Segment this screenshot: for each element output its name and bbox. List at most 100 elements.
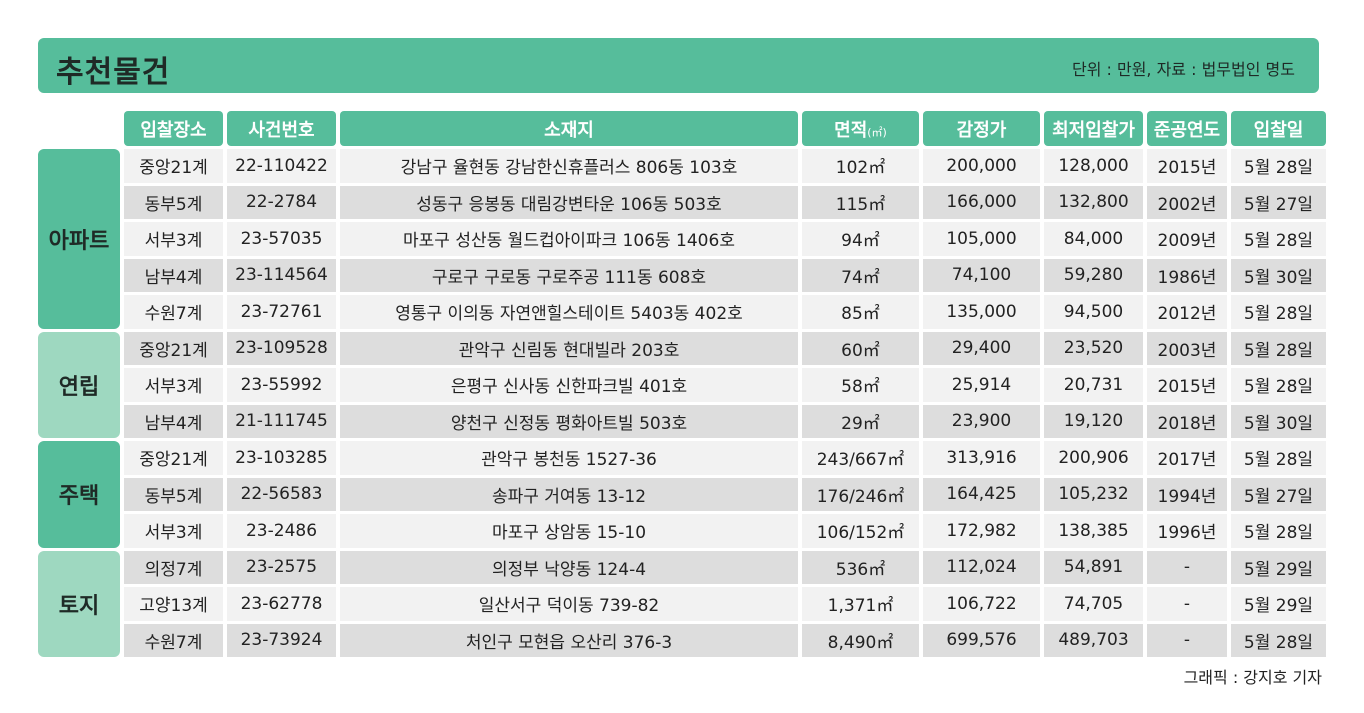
col-header-area-label: 면적	[834, 119, 868, 141]
header-row: 입찰장소 사건번호 소재지 면적(㎡) 감정가 최저입찰가 준공연도 입찰일	[38, 111, 1326, 146]
category-label: 토지	[38, 550, 120, 657]
cell-year: -	[1147, 550, 1227, 584]
cell-area: 8,490㎡	[802, 623, 919, 657]
cell-bid-date: 5월 30일	[1231, 258, 1326, 292]
cell-appraisal: 23,900	[923, 404, 1040, 438]
col-header-area: 면적(㎡)	[802, 111, 919, 146]
category-label: 연립	[38, 331, 120, 438]
cell-year: 2015년	[1147, 149, 1227, 183]
cell-year: -	[1147, 623, 1227, 657]
cell-address: 처인구 모현읍 오산리 376-3	[340, 623, 798, 657]
cell-year: 2015년	[1147, 368, 1227, 402]
table-row: 토지 의정7계 23-2575 의정부 낙양동 124-4 536㎡ 112,024 54,…	[38, 550, 1326, 657]
cell-area: 536㎡	[802, 550, 919, 584]
cell-case: 23-72761	[227, 295, 336, 329]
cell-case: 21-111745	[227, 404, 336, 438]
cell-case: 22-110422	[227, 149, 336, 183]
cell-min-bid: 23,520	[1044, 331, 1143, 365]
cell-year: 1996년	[1147, 514, 1227, 548]
table-row: 연립 중앙21계 23-109528 관악구 신림동 현대빌라 203호 60㎡ 29,4…	[38, 331, 1326, 438]
cell-bid-date: 5월 28일	[1231, 623, 1326, 657]
table-row: 남부4계 23-114564 구로구 구로동 구로주공 111동 608호 74㎡ 74…	[38, 258, 1326, 292]
title-bar: 추천물건 단위 : 만원, 자료 : 법무법인 명도	[38, 38, 1319, 93]
cell-place: 서부3계	[124, 514, 223, 548]
cell-address: 마포구 상암동 15-10	[340, 514, 798, 548]
cell-place: 수원7계	[124, 295, 223, 329]
cell-year: 1994년	[1147, 477, 1227, 511]
cell-address: 구로구 구로동 구로주공 111동 608호	[340, 258, 798, 292]
cell-appraisal: 105,000	[923, 222, 1040, 256]
cell-area: 60㎡	[802, 331, 919, 365]
cell-year: 2009년	[1147, 222, 1227, 256]
cell-address: 은평구 신사동 신한파크빌 401호	[340, 368, 798, 402]
cell-area: 29㎡	[802, 404, 919, 438]
category-label: 아파트	[38, 149, 120, 329]
col-header-case: 사건번호	[227, 111, 336, 146]
cell-min-bid: 74,705	[1044, 587, 1143, 621]
cell-bid-date: 5월 28일	[1231, 222, 1326, 256]
cell-bid-date: 5월 28일	[1231, 149, 1326, 183]
cell-year: 2002년	[1147, 185, 1227, 219]
table-row: 서부3계 23-55992 은평구 신사동 신한파크빌 401호 58㎡ 25,914 2…	[38, 368, 1326, 402]
header-blank	[38, 111, 120, 146]
cell-case: 23-103285	[227, 441, 336, 475]
cell-area: 94㎡	[802, 222, 919, 256]
cell-place: 의정7계	[124, 550, 223, 584]
cell-year: 2017년	[1147, 441, 1227, 475]
table-row: 서부3계 23-57035 마포구 성산동 월드컵아이파크 106동 1406호 94…	[38, 222, 1326, 256]
cell-min-bid: 489,703	[1044, 623, 1143, 657]
cell-appraisal: 25,914	[923, 368, 1040, 402]
cell-bid-date: 5월 28일	[1231, 295, 1326, 329]
table-row: 동부5계 22-2784 성동구 응봉동 대림강변타운 106동 503호 115㎡ 1…	[38, 185, 1326, 219]
cell-place: 고양13계	[124, 587, 223, 621]
auction-table: 입찰장소 사건번호 소재지 면적(㎡) 감정가 최저입찰가 준공연도 입찰일 아…	[34, 108, 1330, 660]
cell-bid-date: 5월 27일	[1231, 477, 1326, 511]
cell-appraisal: 74,100	[923, 258, 1040, 292]
cell-area: 106/152㎡	[802, 514, 919, 548]
cell-address: 영통구 이의동 자연앤힐스테이트 5403동 402호	[340, 295, 798, 329]
cell-address: 양천구 신정동 평화아트빌 503호	[340, 404, 798, 438]
table-row: 남부4계 21-111745 양천구 신정동 평화아트빌 503호 29㎡ 23,900…	[38, 404, 1326, 438]
table-row: 수원7계 23-73924 처인구 모현읍 오산리 376-3 8,490㎡ 699,5…	[38, 623, 1326, 657]
cell-place: 수원7계	[124, 623, 223, 657]
cell-case: 23-73924	[227, 623, 336, 657]
cell-min-bid: 94,500	[1044, 295, 1143, 329]
cell-address: 관악구 신림동 현대빌라 203호	[340, 331, 798, 365]
cell-appraisal: 313,916	[923, 441, 1040, 475]
cell-case: 23-62778	[227, 587, 336, 621]
cell-place: 동부5계	[124, 477, 223, 511]
table-row: 아파트 중앙21계 22-110422 강남구 율현동 강남한신휴플러스 806동 1…	[38, 149, 1326, 329]
table-row: 주택 중앙21계 23-103285 관악구 봉천동 1527-36 243/667㎡ 3…	[38, 441, 1326, 548]
cell-appraisal: 164,425	[923, 477, 1040, 511]
source-note: 단위 : 만원, 자료 : 법무법인 명도	[1071, 60, 1295, 79]
cell-min-bid: 138,385	[1044, 514, 1143, 548]
cell-year: 1986년	[1147, 258, 1227, 292]
cell-min-bid: 84,000	[1044, 222, 1143, 256]
cell-address: 강남구 율현동 강남한신휴플러스 806동 103호	[340, 149, 798, 183]
cell-area: 58㎡	[802, 368, 919, 402]
cell-bid-date: 5월 28일	[1231, 441, 1326, 475]
col-header-year: 준공연도	[1147, 111, 1227, 146]
cell-year: 2003년	[1147, 331, 1227, 365]
cell-appraisal: 172,982	[923, 514, 1040, 548]
col-header-min-bid: 최저입찰가	[1044, 111, 1143, 146]
cell-bid-date: 5월 29일	[1231, 587, 1326, 621]
cell-case: 23-57035	[227, 222, 336, 256]
cell-bid-date: 5월 28일	[1231, 331, 1326, 365]
cell-place: 동부5계	[124, 185, 223, 219]
cell-case: 23-109528	[227, 331, 336, 365]
cell-place: 서부3계	[124, 222, 223, 256]
cell-address: 관악구 봉천동 1527-36	[340, 441, 798, 475]
col-header-address: 소재지	[340, 111, 798, 146]
cell-year: -	[1147, 587, 1227, 621]
cell-bid-date: 5월 28일	[1231, 514, 1326, 548]
page-title: 추천물건	[56, 55, 171, 90]
cell-min-bid: 132,800	[1044, 185, 1143, 219]
cell-bid-date: 5월 27일	[1231, 185, 1326, 219]
col-header-appraisal: 감정가	[923, 111, 1040, 146]
cell-bid-date: 5월 29일	[1231, 550, 1326, 584]
col-header-bid-date: 입찰일	[1231, 111, 1326, 146]
cell-appraisal: 106,722	[923, 587, 1040, 621]
cell-case: 23-2575	[227, 550, 336, 584]
cell-appraisal: 166,000	[923, 185, 1040, 219]
